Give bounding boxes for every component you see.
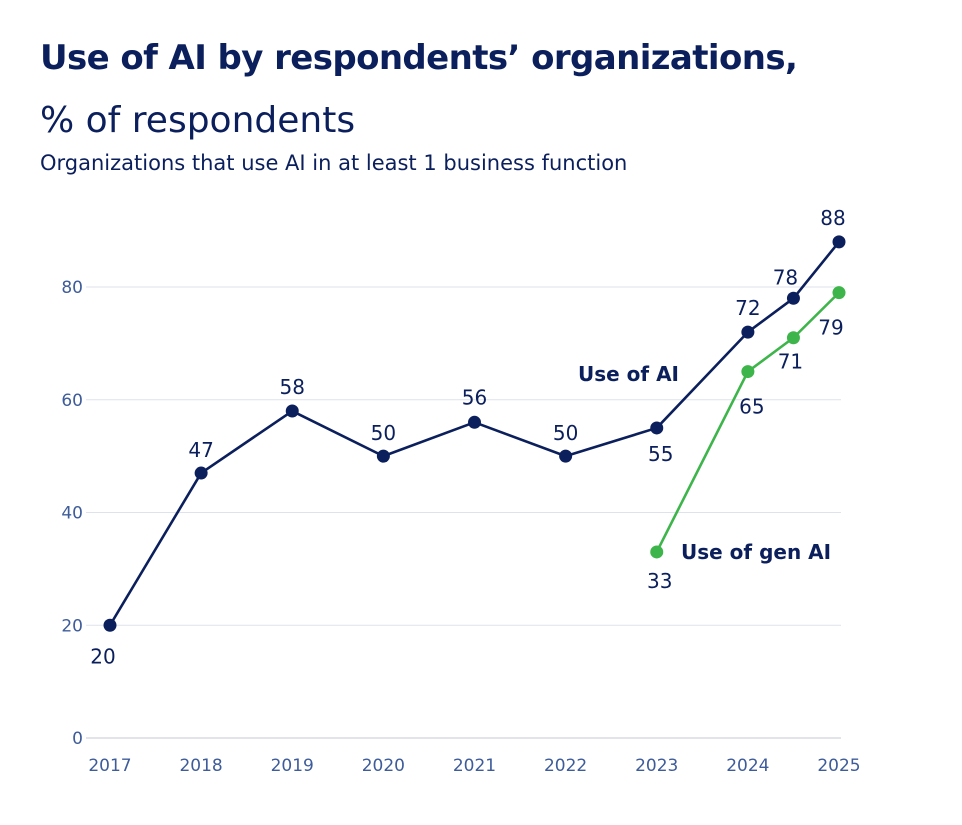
chart-title: Use of AI by respondents’ organizations,: [40, 38, 798, 78]
y-axis: 0 20 40 60 80: [61, 278, 83, 749]
data-label: 50: [371, 421, 396, 445]
data-point: [103, 618, 117, 632]
chart-unit: % of respondents: [40, 100, 356, 141]
data-labels: 20 47 58 50 56 50 55 72 78 88 33 65 71 79: [90, 206, 845, 668]
data-point: [832, 235, 846, 249]
y-tick-label: 40: [61, 504, 83, 524]
x-tick-label: 2020: [362, 756, 405, 776]
series-label-ai: Use of AI: [578, 362, 679, 386]
grid-lines: [86, 286, 841, 739]
series-lines: [108, 241, 841, 626]
data-label: 78: [773, 265, 798, 289]
data-label: 72: [735, 296, 760, 320]
data-point: [741, 365, 755, 379]
series-labels: Use of AI Use of gen AI: [578, 362, 831, 564]
series-line-ai: [108, 241, 841, 626]
x-tick-label: 2018: [179, 756, 222, 776]
data-label: 20: [90, 644, 115, 668]
data-label: 58: [280, 375, 305, 399]
chart-subtitle: Organizations that use AI in at least 1 …: [40, 151, 628, 175]
data-point: [468, 415, 481, 429]
data-label: 47: [188, 438, 213, 462]
series-line-gen-ai: [655, 291, 840, 553]
data-label: 79: [818, 316, 843, 340]
x-axis: 2017 2018 2019 2020 2021 2022 2023 2024 2025: [88, 756, 860, 776]
data-label: 55: [648, 442, 673, 466]
x-tick-label: 2017: [88, 756, 131, 776]
y-tick-label: 0: [72, 729, 83, 749]
data-point: [194, 466, 208, 480]
data-label: 56: [462, 385, 487, 409]
y-tick-label: 60: [61, 391, 83, 411]
x-tick-label: 2019: [271, 756, 314, 776]
x-tick-label: 2025: [817, 756, 860, 776]
x-tick-label: 2022: [544, 756, 587, 776]
data-point: [285, 404, 299, 418]
x-tick-label: 2021: [453, 756, 496, 776]
series-label-gen-ai: Use of gen AI: [681, 540, 831, 564]
data-label: 50: [553, 421, 578, 445]
y-tick-label: 80: [61, 278, 83, 298]
x-tick-label: 2024: [726, 756, 769, 776]
data-point: [786, 331, 800, 345]
data-point: [741, 325, 755, 339]
data-point: [559, 449, 573, 463]
data-label: 33: [647, 569, 672, 593]
data-point: [376, 449, 390, 463]
data-label: 88: [820, 206, 845, 230]
data-points: [103, 235, 846, 632]
y-tick-label: 20: [61, 616, 83, 636]
data-point: [650, 545, 664, 559]
data-point: [786, 291, 800, 305]
data-point: [650, 421, 664, 435]
x-tick-label: 2023: [635, 756, 678, 776]
data-label: 65: [739, 395, 764, 419]
data-point: [832, 286, 846, 300]
data-label: 71: [778, 350, 803, 374]
